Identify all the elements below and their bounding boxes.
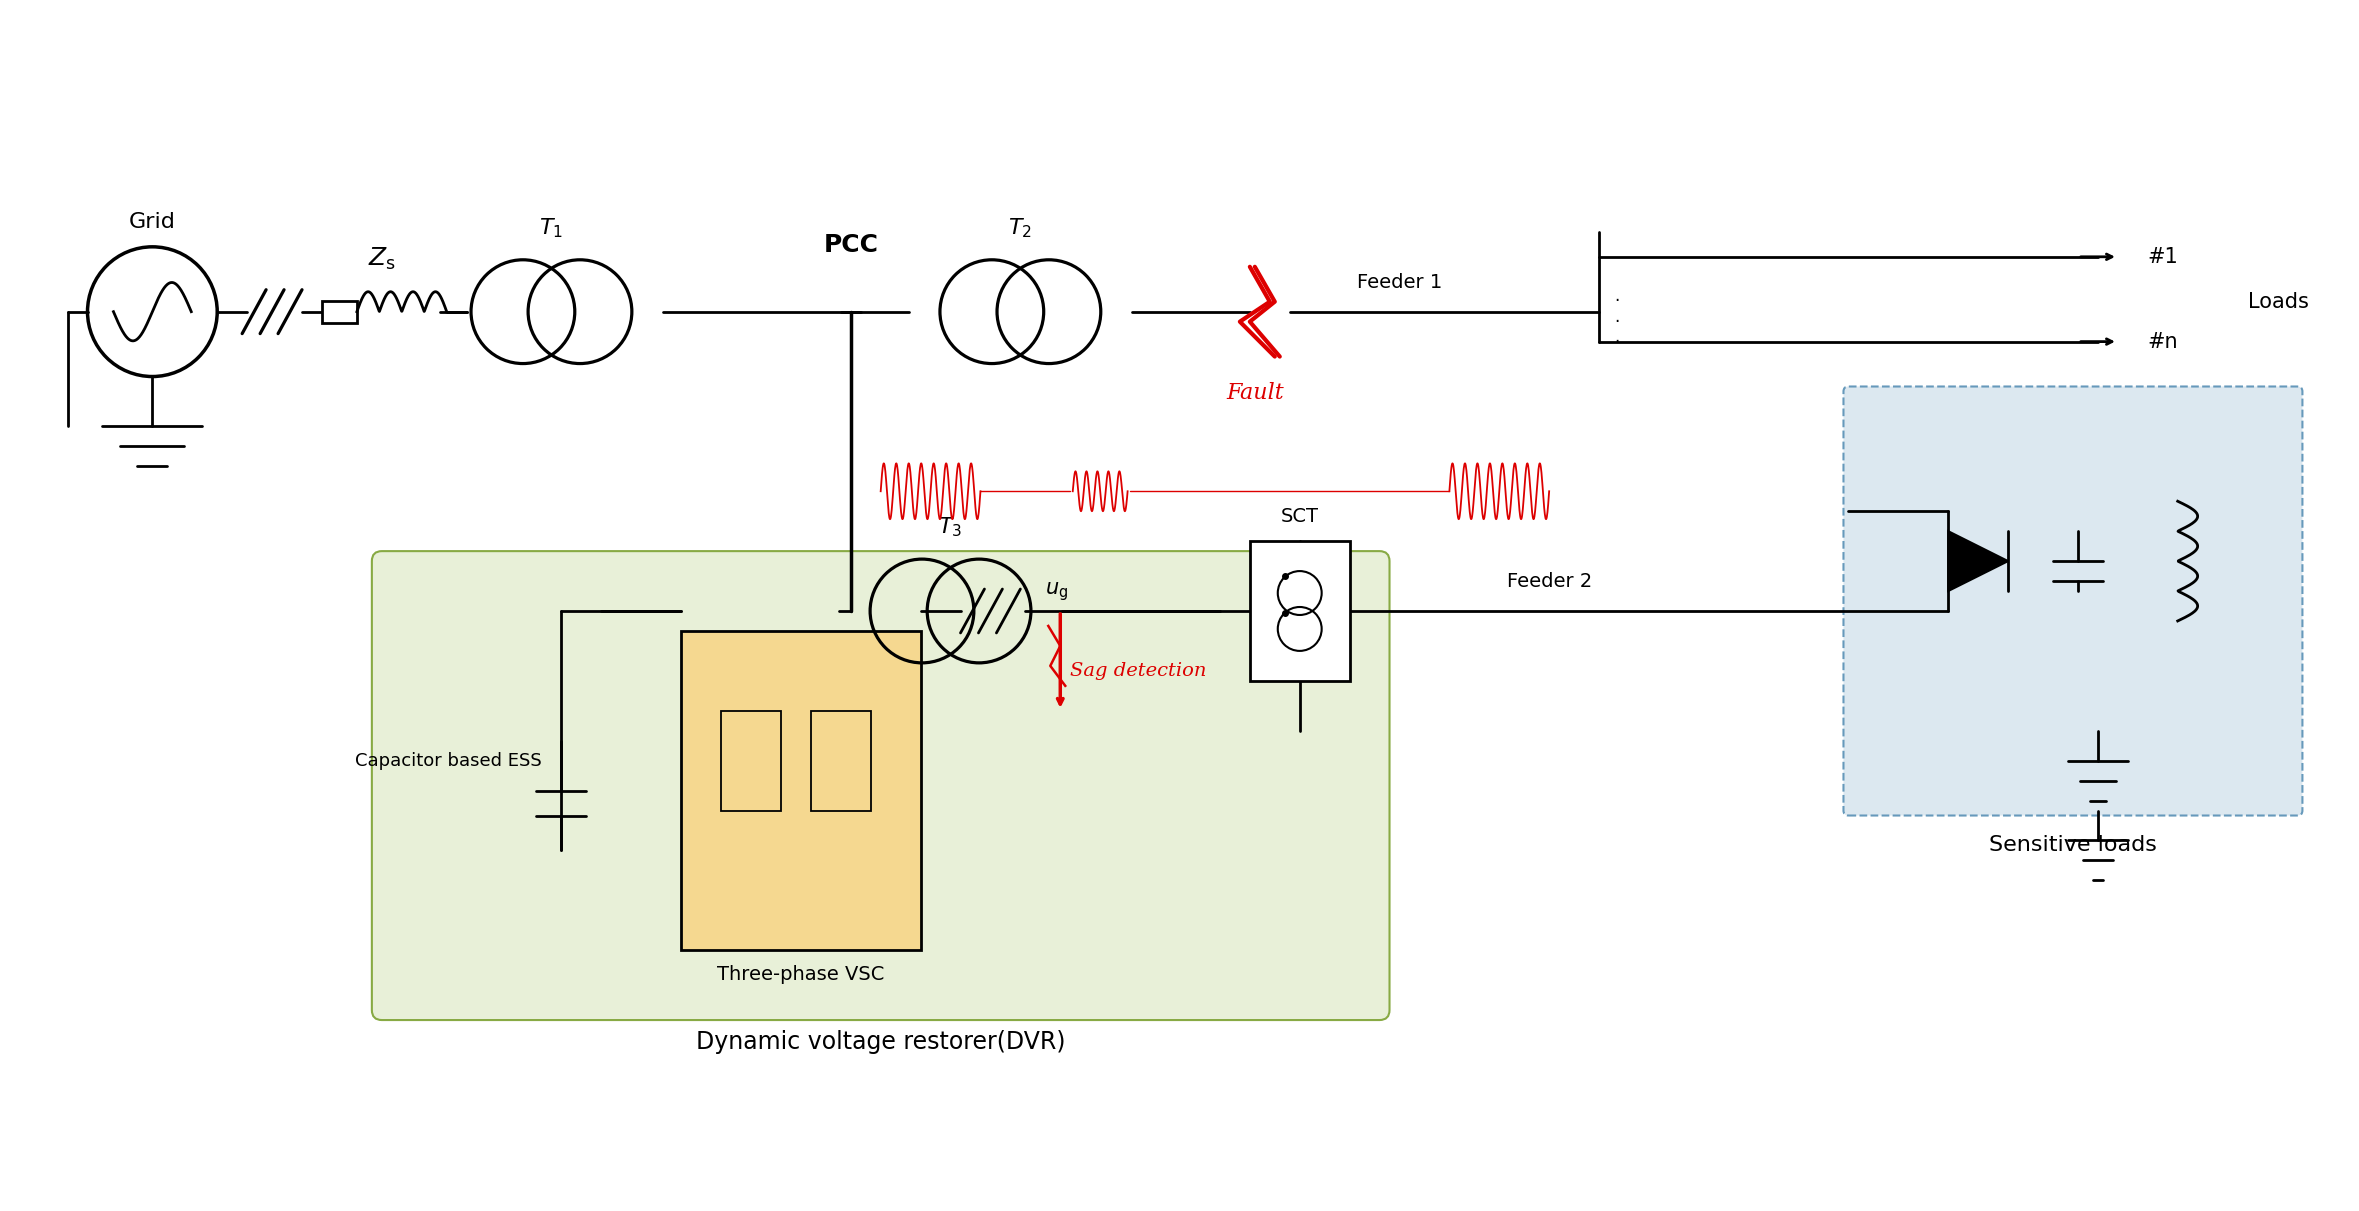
Text: PCC: PCC (823, 233, 878, 257)
FancyBboxPatch shape (1250, 541, 1349, 681)
Text: Fault: Fault (1227, 381, 1283, 403)
Text: #1: #1 (2147, 247, 2177, 266)
Text: Loads: Loads (2248, 292, 2309, 311)
Text: #n: #n (2147, 332, 2177, 351)
Text: Sensitive loads: Sensitive loads (1989, 836, 2156, 855)
Text: Feeder 2: Feeder 2 (1507, 572, 1592, 591)
Text: $T_3$: $T_3$ (939, 516, 962, 539)
Text: Three-phase VSC: Three-phase VSC (717, 965, 885, 985)
FancyBboxPatch shape (682, 631, 920, 951)
Text: Grid: Grid (130, 212, 177, 231)
Text: Feeder 1: Feeder 1 (1356, 272, 1441, 292)
Text: $u_{\rm g}$: $u_{\rm g}$ (1045, 580, 1069, 603)
Text: $Z_{\rm s}$: $Z_{\rm s}$ (368, 246, 396, 271)
FancyBboxPatch shape (1842, 386, 2302, 815)
Text: Capacitor based ESS: Capacitor based ESS (354, 752, 543, 770)
Text: Dynamic voltage restorer(DVR): Dynamic voltage restorer(DVR) (696, 1031, 1066, 1054)
Bar (321, 300, 356, 322)
Bar (811, 711, 870, 810)
FancyBboxPatch shape (373, 551, 1389, 1020)
Text: SCT: SCT (1281, 507, 1319, 527)
Text: $T_2$: $T_2$ (1007, 217, 1033, 240)
Text: .
.
.: . . . (1614, 287, 1618, 346)
Bar (722, 711, 781, 810)
Polygon shape (1949, 532, 2008, 591)
Text: $T_1$: $T_1$ (540, 217, 564, 240)
Text: Sag detection: Sag detection (1071, 662, 1205, 679)
